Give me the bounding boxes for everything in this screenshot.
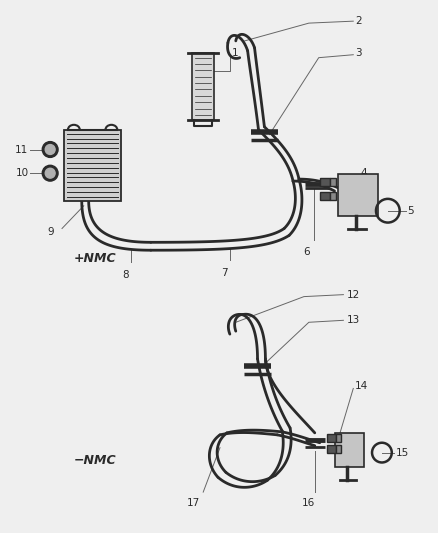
Text: 3: 3 bbox=[355, 48, 362, 58]
Text: 9: 9 bbox=[47, 228, 54, 237]
Circle shape bbox=[45, 144, 55, 155]
Circle shape bbox=[45, 168, 55, 178]
Text: 8: 8 bbox=[122, 270, 128, 280]
Text: 12: 12 bbox=[346, 289, 360, 300]
Text: 15: 15 bbox=[396, 448, 409, 458]
Circle shape bbox=[42, 165, 58, 181]
Text: 13: 13 bbox=[346, 316, 360, 325]
Bar bbox=[336, 434, 342, 442]
Text: 14: 14 bbox=[355, 382, 368, 391]
Text: 1: 1 bbox=[232, 48, 238, 58]
Bar bbox=[329, 178, 336, 186]
Text: 17: 17 bbox=[187, 498, 200, 508]
Bar bbox=[329, 192, 336, 200]
Bar bbox=[336, 445, 342, 453]
Text: 10: 10 bbox=[15, 168, 28, 178]
FancyBboxPatch shape bbox=[335, 433, 364, 467]
Text: 7: 7 bbox=[221, 268, 227, 278]
Text: 6: 6 bbox=[304, 247, 310, 257]
Circle shape bbox=[42, 142, 58, 157]
Bar bbox=[320, 192, 329, 200]
Text: +NMC: +NMC bbox=[74, 252, 117, 264]
Text: 2: 2 bbox=[355, 16, 362, 26]
Text: 5: 5 bbox=[408, 206, 414, 216]
Bar bbox=[64, 130, 121, 201]
Text: 16: 16 bbox=[302, 498, 315, 508]
Bar bbox=[327, 434, 336, 442]
Text: 11: 11 bbox=[15, 144, 28, 155]
Text: −NMC: −NMC bbox=[74, 454, 117, 467]
FancyBboxPatch shape bbox=[339, 174, 378, 216]
Bar bbox=[192, 53, 214, 120]
Bar bbox=[327, 445, 336, 453]
Text: 4: 4 bbox=[360, 168, 367, 178]
Bar bbox=[320, 178, 329, 186]
